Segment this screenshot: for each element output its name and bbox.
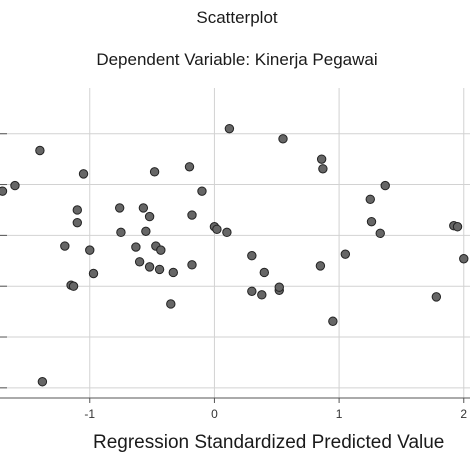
scatter-point xyxy=(141,226,151,237)
scatter-point xyxy=(35,145,45,156)
scatter-point xyxy=(224,123,235,134)
gridlines xyxy=(0,88,470,398)
x-tick-label: 1 xyxy=(336,407,343,421)
scatter-point xyxy=(197,186,207,196)
scatter-point xyxy=(138,203,149,213)
chart-subtitle: Dependent Variable: Kinerja Pegawai xyxy=(96,50,378,69)
scatter-point xyxy=(78,169,89,179)
x-axis-ticks: -1 0 1 2 xyxy=(0,133,467,421)
scatter-point xyxy=(72,205,82,215)
chart-title: Scatterplot xyxy=(196,8,278,27)
scatter-point xyxy=(149,167,160,177)
scatter-point xyxy=(247,286,257,296)
scatter-point xyxy=(366,216,377,227)
scatter-point xyxy=(187,260,197,270)
x-tick-label: -1 xyxy=(84,407,95,421)
scatter-point xyxy=(274,282,284,292)
scatter-point xyxy=(247,251,257,261)
x-axis-label: Regression Standardized Predicted Value xyxy=(93,432,445,453)
scatter-point xyxy=(0,186,8,196)
scatter-point xyxy=(154,264,165,275)
scatter-point xyxy=(375,228,385,239)
scatter-point xyxy=(10,180,20,191)
scatter-point xyxy=(156,245,166,255)
scatter-point xyxy=(212,224,222,234)
x-tick-label: 0 xyxy=(211,407,218,421)
data-points xyxy=(0,123,469,387)
scatter-point xyxy=(278,134,288,144)
scatter-point xyxy=(72,217,82,228)
scatter-point xyxy=(114,203,125,213)
scatter-point xyxy=(365,194,375,204)
scatter-point xyxy=(315,261,326,271)
scatter-point xyxy=(316,154,327,164)
scatter-point xyxy=(459,254,469,264)
x-tick-label: 2 xyxy=(460,407,467,421)
scatter-point xyxy=(431,292,442,302)
scatter-point xyxy=(328,316,338,326)
scatter-point xyxy=(131,242,141,252)
scatter-point xyxy=(340,249,351,259)
scatter-point xyxy=(222,227,232,238)
scatter-point xyxy=(168,267,178,278)
scatter-point xyxy=(88,268,99,279)
scatter-point xyxy=(144,211,155,222)
scatter-point xyxy=(318,164,328,174)
scatter-point xyxy=(116,227,126,238)
scatter-point xyxy=(380,180,390,191)
scatter-point xyxy=(37,377,48,387)
scatter-point xyxy=(60,241,70,251)
scatter-point xyxy=(184,162,195,172)
scatter-point xyxy=(259,267,269,278)
scatter-point xyxy=(134,257,145,267)
scatter-point xyxy=(68,281,79,291)
scatter-point xyxy=(85,245,95,255)
scatter-point xyxy=(452,222,463,232)
scatter-point xyxy=(166,299,176,309)
scatter-point xyxy=(187,210,197,220)
scatter-point xyxy=(144,262,155,272)
scatter-point xyxy=(257,290,267,300)
